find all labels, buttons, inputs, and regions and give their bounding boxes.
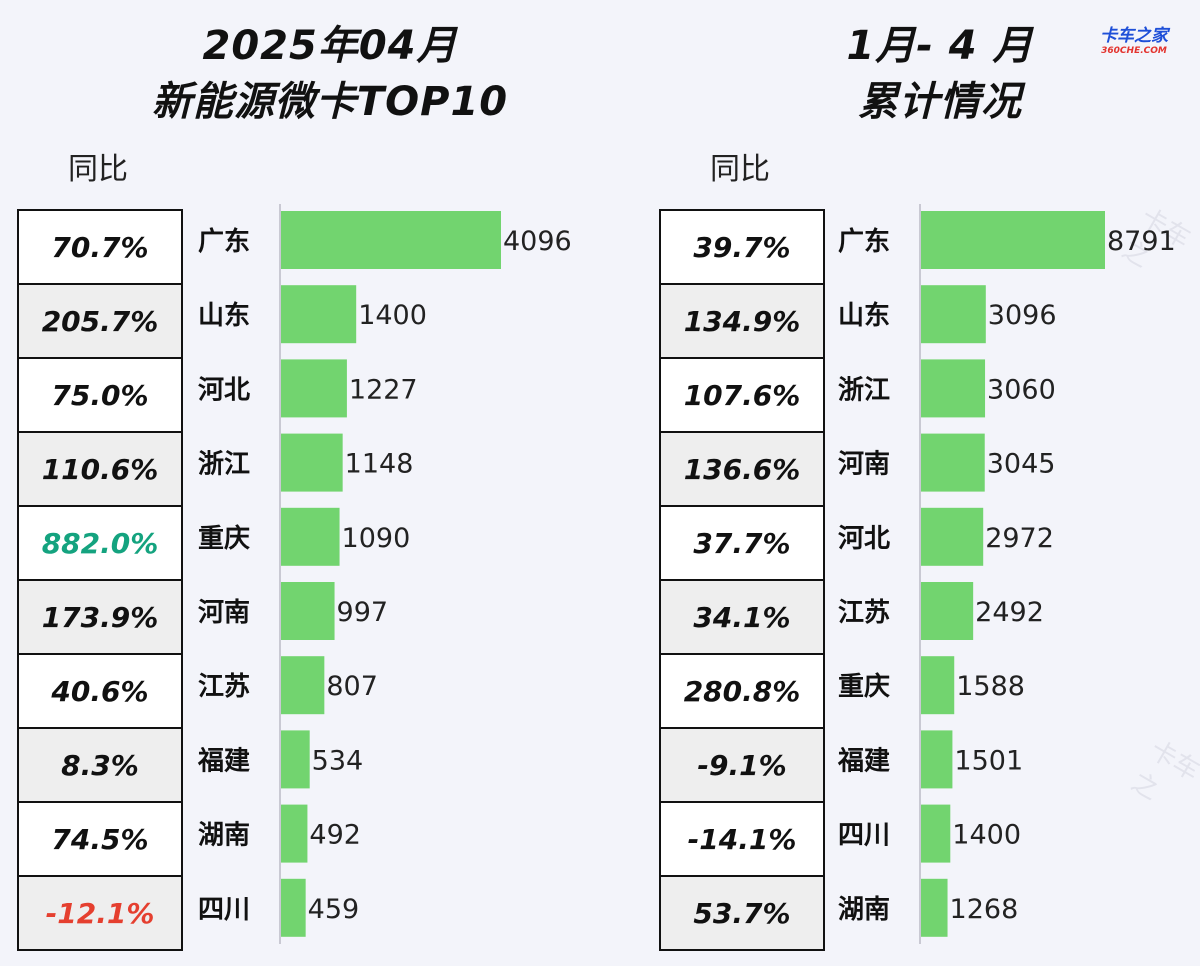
left-value-label: 997 (337, 597, 389, 628)
left-bar (281, 878, 306, 937)
left-yoy-cell: 173.9% (19, 581, 181, 655)
left-title-line1: 2025年04月 (202, 23, 458, 69)
left-yoy-header: 同比 (68, 152, 128, 187)
left-bar (281, 211, 501, 269)
right-category-label: 四川 (838, 821, 890, 851)
right-yoy-cell: 280.8% (661, 655, 823, 729)
left-yoy-cell: 70.7% (19, 211, 181, 285)
left-bar (281, 582, 335, 640)
right-yoy-cell: 39.7% (661, 211, 823, 285)
left-bar-chart: 广东 4096 山东 1400 河北 1227 浙江 1148 重庆 1090 河南 997 江苏 807… (180, 204, 600, 944)
right-value-label: 2972 (985, 523, 1054, 554)
left-yoy-cell: 74.5% (19, 803, 181, 877)
right-bar (921, 433, 985, 492)
left-yoy-table: 70.7% 205.7% 75.0% 110.6% 882.0% 173.9% 40.6% 8… (17, 209, 183, 951)
right-value-label: 8791 (1107, 226, 1176, 257)
left-value-label: 1227 (349, 374, 418, 405)
right-yoy-table: 39.7% 134.9% 107.6% 136.6% 37.7% 34.1% 280.8% -… (659, 209, 825, 951)
right-value-label: 3045 (987, 449, 1056, 480)
right-yoy-cell: 136.6% (661, 433, 823, 507)
left-value-label: 1148 (345, 449, 414, 480)
left-category-label: 福建 (197, 746, 250, 776)
left-bar (281, 507, 340, 566)
left-category-label: 重庆 (198, 523, 250, 554)
right-yoy-header: 同比 (710, 152, 770, 187)
left-title-line2: 新能源微卡TOP10 (151, 79, 509, 125)
left-value-label: 1090 (342, 523, 411, 554)
right-yoy-cell: 53.7% (661, 877, 823, 949)
right-yoy-cell: 34.1% (661, 581, 823, 655)
left-category-label: 山东 (198, 300, 250, 331)
right-category-label: 河北 (838, 524, 890, 554)
left-value-label: 1400 (358, 300, 427, 331)
right-bar (921, 878, 948, 937)
right-category-label: 山东 (838, 300, 890, 331)
right-yoy-cell: -14.1% (661, 803, 823, 877)
right-value-label: 2492 (975, 597, 1044, 628)
left-bar (281, 804, 308, 863)
right-value-label: 1501 (954, 745, 1023, 776)
brand-logo-url: 360CHE.COM (1101, 46, 1167, 56)
brand-logo-name: 卡车之家 (1100, 26, 1168, 46)
right-bar (921, 507, 984, 566)
right-bar (921, 804, 951, 863)
left-title: 2025年04月 新能源微卡TOP10 (60, 18, 600, 130)
left-yoy-cell: 882.0% (19, 507, 181, 581)
right-title-line2: 累计情况 (858, 79, 1022, 125)
right-bar (921, 730, 953, 789)
right-bar-chart-svg: 广东 8791 山东 3096 浙江 3060 河南 3045 河北 2972 江苏 2492 重庆 15… (837, 204, 1176, 944)
left-bar (281, 359, 347, 418)
right-value-label: 3096 (988, 300, 1057, 331)
right-yoy-cell: 107.6% (661, 359, 823, 433)
right-category-label: 广东 (838, 226, 890, 257)
left-yoy-cell: 40.6% (19, 655, 181, 729)
right-bar (921, 211, 1105, 269)
right-category-label: 福建 (837, 746, 890, 776)
left-yoy-cell: 205.7% (19, 285, 181, 359)
right-title: 1月- 4 月 累计情况 (700, 18, 1180, 130)
right-bar (921, 359, 986, 418)
left-value-label: 807 (326, 671, 378, 702)
left-value-label: 534 (312, 745, 364, 776)
left-category-label: 河北 (198, 375, 250, 405)
right-bar (921, 656, 955, 715)
left-category-label: 湖南 (198, 821, 250, 851)
brand-logo: 卡车之家 360CHE.COM (1088, 26, 1180, 57)
left-bar (281, 433, 343, 492)
right-yoy-cell: -9.1% (661, 729, 823, 803)
right-category-label: 江苏 (838, 598, 890, 628)
right-bar (921, 582, 974, 640)
right-value-label: 1268 (950, 894, 1019, 925)
right-value-label: 3060 (987, 374, 1056, 405)
right-title-line1: 1月- 4 月 (846, 23, 1034, 69)
left-category-label: 江苏 (198, 672, 250, 702)
left-value-label: 459 (308, 894, 360, 925)
left-category-label: 浙江 (198, 450, 250, 480)
left-value-label: 492 (309, 820, 361, 851)
left-category-label: 四川 (198, 895, 250, 925)
right-value-label: 1588 (956, 671, 1025, 702)
left-bar (281, 285, 357, 344)
right-category-label: 重庆 (838, 671, 890, 702)
left-bar (281, 656, 325, 715)
right-yoy-cell: 37.7% (661, 507, 823, 581)
left-category-label: 河南 (198, 598, 250, 628)
left-value-label: 4096 (503, 226, 572, 257)
left-bar (281, 730, 310, 789)
right-category-label: 湖南 (838, 895, 890, 925)
right-yoy-cell: 134.9% (661, 285, 823, 359)
left-yoy-cell: -12.1% (19, 877, 181, 949)
left-bar-chart-svg: 广东 4096 山东 1400 河北 1227 浙江 1148 重庆 1090 河南 997 江苏 807… (197, 204, 572, 944)
right-bar-chart: 广东 8791 山东 3096 浙江 3060 河南 3045 河北 2972 江苏 2492 重庆 15… (820, 204, 1190, 944)
left-yoy-cell: 8.3% (19, 729, 181, 803)
left-yoy-cell: 110.6% (19, 433, 181, 507)
left-category-label: 广东 (198, 226, 250, 257)
right-category-label: 浙江 (838, 375, 890, 405)
right-value-label: 1400 (952, 820, 1021, 851)
right-bar (921, 285, 986, 344)
left-yoy-cell: 75.0% (19, 359, 181, 433)
right-category-label: 河南 (838, 450, 890, 480)
